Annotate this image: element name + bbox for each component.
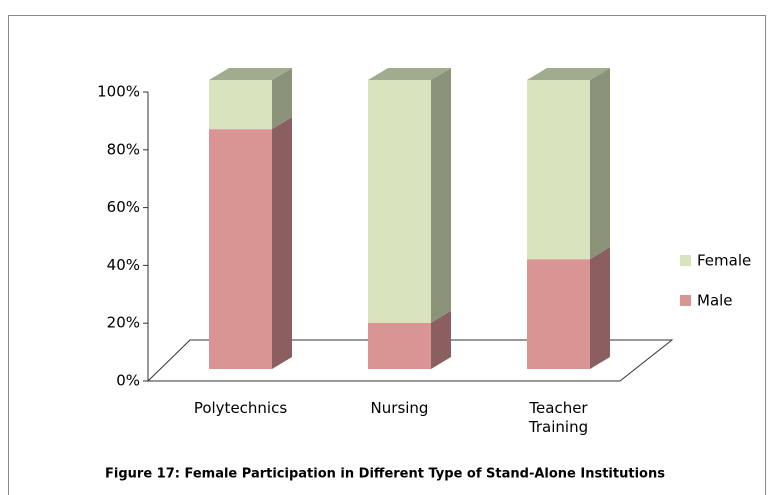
legend-swatch [680,295,691,306]
bar-top [368,68,451,80]
bar-side [590,247,610,369]
bar-top [527,68,610,80]
bar [209,129,272,369]
y-tick-label: 40% [107,256,140,274]
floor [146,339,674,382]
bar-side [431,310,451,369]
frame [8,15,766,495]
x-tick-label: Polytechnics [193,399,288,417]
legend-label: Male [697,292,733,310]
y-tick-label: 20% [107,314,140,332]
x-tick-label: Nursing [370,399,429,417]
chart-title: Figure 17: Female Participation in Diffe… [105,467,665,482]
bar [209,80,272,130]
legend-label: Female [697,252,751,270]
y-tick-label: 100% [97,83,140,101]
bar [368,322,431,369]
legend-swatch [680,255,691,266]
bar-side [272,68,292,130]
y-tick-label: 0% [116,372,140,390]
x-tick-label: Teacher Training [528,399,589,436]
bar-top [209,68,292,80]
y-tick-label: 80% [107,140,140,158]
bar [527,259,590,369]
y-tick-label: 60% [107,198,140,216]
bar-side [431,68,451,323]
bar [527,80,590,260]
bar-side [590,68,610,260]
bar [368,80,431,323]
bar-side [272,117,292,369]
